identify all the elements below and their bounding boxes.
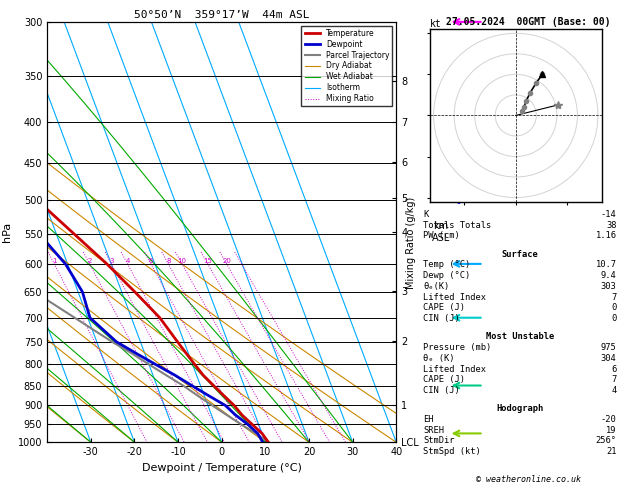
Text: 15: 15	[203, 258, 212, 264]
Legend: Temperature, Dewpoint, Parcel Trajectory, Dry Adiabat, Wet Adiabat, Isotherm, Mi: Temperature, Dewpoint, Parcel Trajectory…	[301, 26, 392, 106]
Text: Surface: Surface	[501, 250, 538, 259]
Text: 8: 8	[166, 258, 170, 264]
Text: 3: 3	[109, 258, 114, 264]
Text: 0: 0	[611, 303, 616, 312]
Text: 303: 303	[601, 282, 616, 291]
Text: K: K	[423, 210, 428, 219]
Text: EH: EH	[423, 415, 434, 424]
Text: Dewp (°C): Dewp (°C)	[423, 271, 470, 280]
Text: CIN (J): CIN (J)	[423, 386, 460, 395]
Text: -14: -14	[601, 210, 616, 219]
Text: 256°: 256°	[596, 436, 616, 446]
Text: 7: 7	[611, 293, 616, 302]
Text: 21: 21	[606, 447, 616, 456]
Text: 2: 2	[87, 258, 92, 264]
Text: Hodograph: Hodograph	[496, 404, 543, 414]
Text: Totals Totals: Totals Totals	[423, 221, 491, 230]
Text: 10.7: 10.7	[596, 260, 616, 270]
Text: 6: 6	[149, 258, 153, 264]
Text: -20: -20	[601, 415, 616, 424]
Text: StmDir: StmDir	[423, 436, 455, 446]
Text: © weatheronline.co.uk: © weatheronline.co.uk	[476, 474, 581, 484]
Text: Mixing Ratio (g/kg): Mixing Ratio (g/kg)	[406, 197, 416, 289]
Text: 304: 304	[601, 354, 616, 363]
Text: 4: 4	[125, 258, 130, 264]
Text: CIN (J): CIN (J)	[423, 314, 460, 323]
Text: Temp (°C): Temp (°C)	[423, 260, 470, 270]
Text: PW (cm): PW (cm)	[423, 231, 460, 241]
Text: 20: 20	[222, 258, 231, 264]
Text: 0: 0	[611, 314, 616, 323]
Text: CAPE (J): CAPE (J)	[423, 303, 465, 312]
Text: 38: 38	[606, 221, 616, 230]
Text: 975: 975	[601, 343, 616, 352]
Text: SREH: SREH	[423, 426, 444, 435]
Text: 10: 10	[177, 258, 187, 264]
Text: θₑ (K): θₑ (K)	[423, 354, 455, 363]
Text: Lifted Index: Lifted Index	[423, 293, 486, 302]
Text: Pressure (mb): Pressure (mb)	[423, 343, 491, 352]
Text: StmSpd (kt): StmSpd (kt)	[423, 447, 481, 456]
Title: 50°50’N  359°17’W  44m ASL: 50°50’N 359°17’W 44m ASL	[134, 10, 309, 20]
Text: θₑ(K): θₑ(K)	[423, 282, 450, 291]
Y-axis label: km
ASL: km ASL	[432, 221, 450, 243]
Text: kt: kt	[430, 19, 442, 29]
Text: Lifted Index: Lifted Index	[423, 364, 486, 374]
Y-axis label: hPa: hPa	[3, 222, 12, 242]
Text: Most Unstable: Most Unstable	[486, 332, 554, 342]
Text: CAPE (J): CAPE (J)	[423, 375, 465, 384]
Text: 7: 7	[611, 375, 616, 384]
Text: 9.4: 9.4	[601, 271, 616, 280]
Text: 19: 19	[606, 426, 616, 435]
Text: 6: 6	[611, 364, 616, 374]
Text: 1.16: 1.16	[596, 231, 616, 241]
X-axis label: Dewpoint / Temperature (°C): Dewpoint / Temperature (°C)	[142, 463, 302, 473]
Text: 1: 1	[52, 258, 57, 264]
Text: 4: 4	[611, 386, 616, 395]
Text: 27.05.2024  00GMT (Base: 00): 27.05.2024 00GMT (Base: 00)	[446, 17, 611, 27]
